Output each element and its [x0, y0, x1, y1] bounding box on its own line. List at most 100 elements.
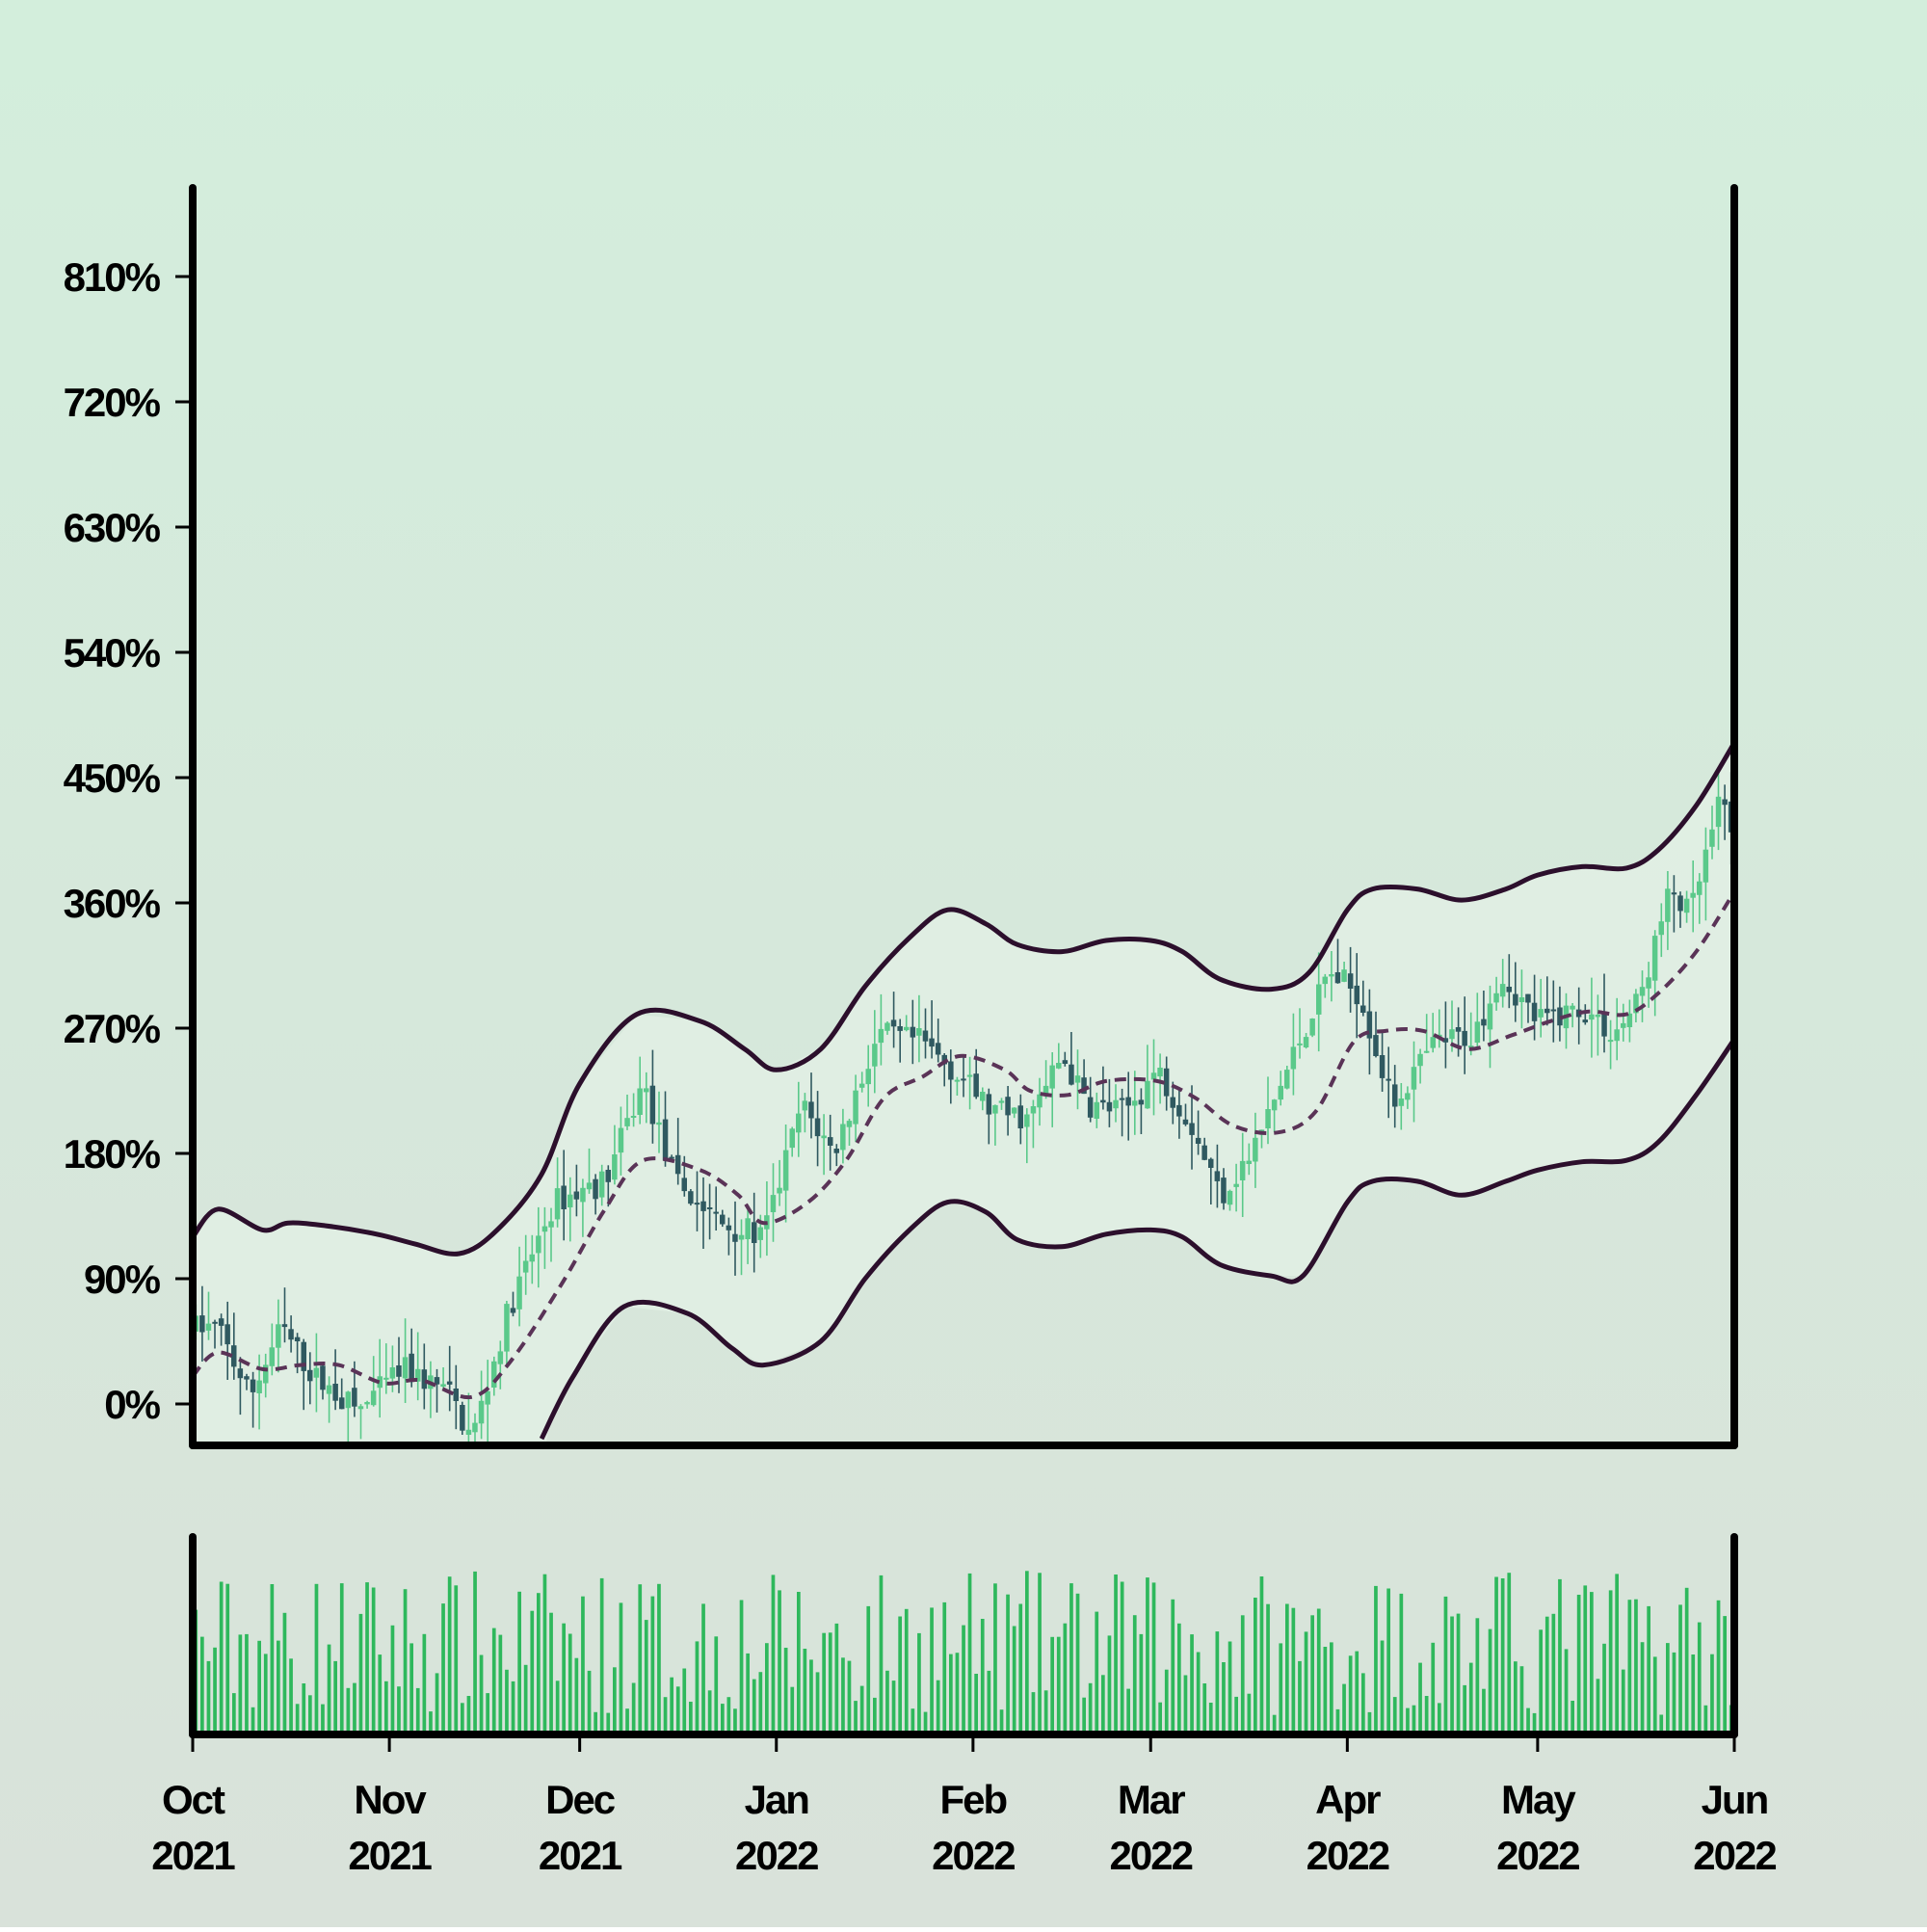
candle	[313, 1333, 320, 1413]
volume-bar	[790, 1686, 795, 1734]
volume-bar	[752, 1679, 756, 1734]
volume-bar	[555, 1681, 560, 1734]
candle-body-down	[929, 1038, 935, 1047]
volume-bar	[238, 1634, 243, 1734]
volume-bar	[822, 1632, 826, 1734]
volume-bar	[1412, 1705, 1416, 1734]
candle	[1405, 1086, 1411, 1109]
candle-body-up	[1658, 921, 1664, 936]
volume-bar	[289, 1658, 293, 1734]
volume-bar	[967, 1573, 972, 1734]
volume-bar	[1146, 1577, 1149, 1734]
volume-bar	[859, 1685, 864, 1734]
candle	[1132, 1071, 1138, 1135]
candle-body-down	[662, 1119, 669, 1161]
volume-bar	[1151, 1582, 1156, 1734]
candle	[1487, 985, 1493, 1069]
volume-bar	[314, 1583, 319, 1734]
volume-bar	[1602, 1643, 1606, 1734]
candle	[929, 1000, 935, 1059]
volume-bar	[962, 1625, 965, 1734]
volume-bar	[1330, 1642, 1333, 1734]
volume-bar	[422, 1633, 427, 1734]
candle-body-down	[1069, 1064, 1074, 1085]
volume-bar	[815, 1672, 820, 1734]
candle	[1145, 1045, 1150, 1109]
candle-body-up	[802, 1100, 808, 1111]
volume-bar	[1634, 1599, 1638, 1734]
volume-bar	[1678, 1604, 1682, 1734]
candle	[726, 1217, 732, 1256]
volume-bar	[1177, 1623, 1181, 1734]
candle	[1513, 962, 1518, 1022]
candle	[1024, 1108, 1030, 1164]
volume-bar	[657, 1583, 661, 1734]
candle	[1614, 997, 1620, 1061]
x-tick-year: 2021	[151, 1833, 235, 1878]
candle	[1671, 875, 1677, 933]
candle	[649, 1049, 656, 1144]
candle	[1499, 959, 1506, 1008]
candle	[1538, 978, 1544, 1038]
volume-bar	[1647, 1605, 1650, 1734]
candle-body-up	[586, 1182, 593, 1190]
candle	[586, 1148, 593, 1194]
candle	[858, 1072, 865, 1093]
candle	[777, 1159, 782, 1206]
candle	[706, 1183, 713, 1240]
candle	[1125, 1072, 1131, 1141]
candle	[1646, 962, 1651, 1008]
candle-body-up	[497, 1351, 504, 1364]
volume-bar	[898, 1616, 902, 1734]
volume-bar	[1190, 1634, 1194, 1734]
candle-body-up	[777, 1187, 782, 1194]
candle	[269, 1323, 275, 1376]
candle	[1658, 903, 1664, 958]
volume-bar	[321, 1704, 325, 1734]
volume-bar	[1335, 1708, 1340, 1734]
volume-bar	[1227, 1641, 1232, 1734]
candle-body-up	[980, 1092, 986, 1101]
candle	[789, 1126, 795, 1157]
y-tick-label: 810%	[64, 254, 161, 300]
volume-bar	[200, 1636, 204, 1734]
candle	[980, 1087, 986, 1111]
candle-body-up	[1246, 1160, 1252, 1164]
volume-bar	[1132, 1615, 1137, 1734]
candle-body-up	[377, 1376, 383, 1389]
candle-body-down	[1601, 1011, 1607, 1037]
volume-bar	[1615, 1574, 1619, 1734]
candle	[402, 1318, 409, 1403]
candle-body-up	[904, 1026, 910, 1031]
candle	[1334, 939, 1341, 984]
volume-bar	[371, 1587, 376, 1734]
candle	[1423, 1014, 1430, 1053]
candle	[288, 1315, 294, 1353]
volume-bar	[1038, 1573, 1042, 1734]
candle-body-up	[536, 1235, 541, 1254]
volume-bar	[1450, 1616, 1454, 1734]
candle	[1138, 1088, 1145, 1134]
candle-body-down	[1513, 993, 1518, 1006]
candle	[301, 1338, 306, 1411]
candle	[1392, 1065, 1398, 1128]
candle-body-up	[1405, 1093, 1411, 1100]
candle-body-up	[1398, 1098, 1405, 1106]
candle-body-up	[1265, 1109, 1271, 1128]
candle-body-up	[1709, 829, 1715, 847]
candle	[1607, 1019, 1614, 1070]
candle	[1163, 1056, 1170, 1111]
candle	[770, 1163, 777, 1242]
candle	[332, 1349, 338, 1411]
candle	[1570, 1003, 1575, 1028]
volume-bar	[574, 1657, 579, 1734]
candle	[1017, 1094, 1023, 1145]
x-tick-year: 2021	[348, 1833, 432, 1878]
volume-bar	[1482, 1688, 1486, 1734]
candle-body-down	[700, 1201, 706, 1211]
volume-bar	[1576, 1595, 1581, 1734]
candle	[1373, 1011, 1379, 1058]
candle	[383, 1343, 389, 1394]
candle	[802, 1093, 808, 1133]
candle-body-up	[1150, 1072, 1157, 1080]
